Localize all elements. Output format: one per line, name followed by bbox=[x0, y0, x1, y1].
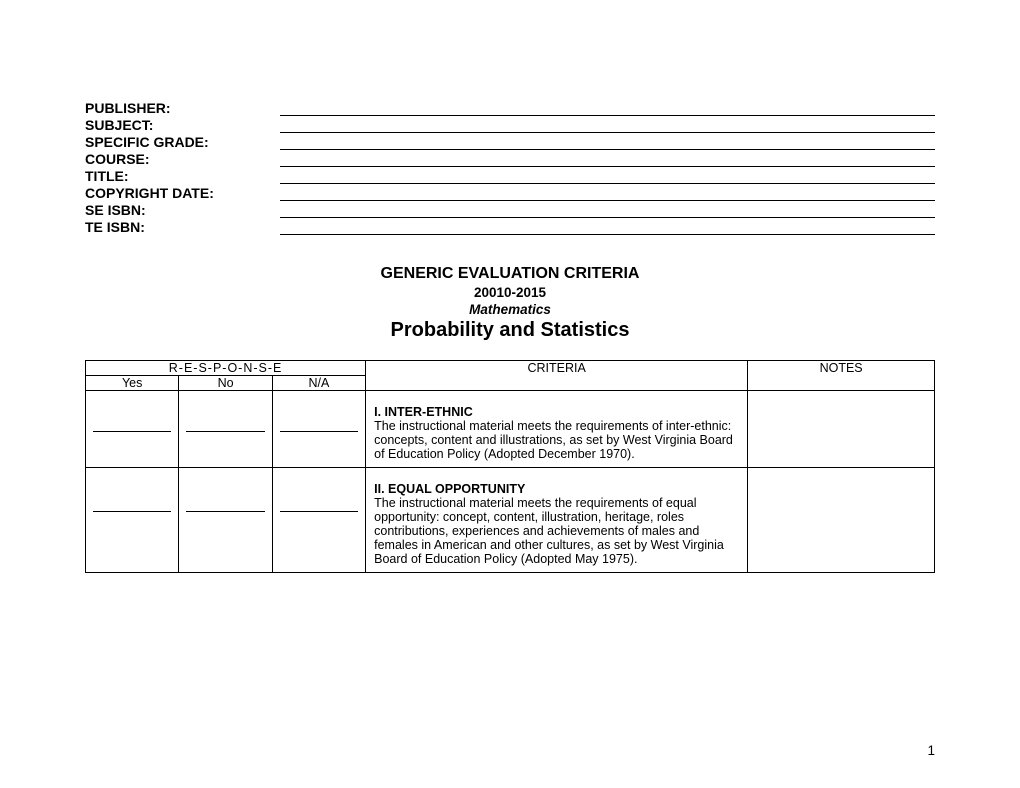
na-cell bbox=[272, 468, 365, 573]
no-cell bbox=[179, 468, 272, 573]
field-row-copyright: COPYRIGHT DATE: bbox=[85, 185, 935, 201]
field-line bbox=[280, 134, 935, 150]
col-na-header: N/A bbox=[272, 376, 365, 391]
criteria-table: R-E-S-P-O-N-S-E CRITERIA NOTES Yes No N/… bbox=[85, 360, 935, 573]
criteria-body: The instructional material meets the req… bbox=[374, 496, 739, 566]
title-main: GENERIC EVALUATION CRITERIA bbox=[85, 265, 935, 283]
field-label: SE ISBN: bbox=[85, 202, 280, 218]
field-row-title: TITLE: bbox=[85, 168, 935, 184]
notes-cell bbox=[748, 391, 935, 468]
field-line bbox=[280, 151, 935, 167]
header-fields: PUBLISHER: SUBJECT: SPECIFIC GRADE: COUR… bbox=[85, 100, 935, 235]
field-row-teisbn: TE ISBN: bbox=[85, 219, 935, 235]
col-notes-header: NOTES bbox=[748, 361, 935, 391]
field-line bbox=[280, 185, 935, 201]
field-label: SUBJECT: bbox=[85, 117, 280, 133]
criteria-cell: II. EQUAL OPPORTUNITY The instructional … bbox=[366, 468, 748, 573]
entry-line bbox=[93, 511, 172, 512]
field-line bbox=[280, 202, 935, 218]
criteria-heading: I. INTER-ETHNIC bbox=[374, 397, 739, 419]
field-line bbox=[280, 168, 935, 184]
title-subject: Mathematics bbox=[85, 302, 935, 317]
criteria-body: The instructional material meets the req… bbox=[374, 419, 739, 461]
field-row-grade: SPECIFIC GRADE: bbox=[85, 134, 935, 150]
col-criteria-header: CRITERIA bbox=[366, 361, 748, 391]
no-cell bbox=[179, 391, 272, 468]
title-section: GENERIC EVALUATION CRITERIA 20010-2015 M… bbox=[85, 265, 935, 342]
field-line bbox=[280, 100, 935, 116]
yes-cell bbox=[86, 468, 179, 573]
table-row: I. INTER-ETHNIC The instructional materi… bbox=[86, 391, 935, 468]
field-line bbox=[280, 219, 935, 235]
criteria-cell: I. INTER-ETHNIC The instructional materi… bbox=[366, 391, 748, 468]
col-no-header: No bbox=[179, 376, 272, 391]
field-label: TITLE: bbox=[85, 168, 280, 184]
field-line bbox=[280, 117, 935, 133]
entry-line bbox=[280, 511, 359, 512]
entry-line bbox=[186, 511, 265, 512]
entry-line bbox=[93, 431, 172, 432]
field-label: PUBLISHER: bbox=[85, 100, 280, 116]
entry-line bbox=[186, 431, 265, 432]
notes-cell bbox=[748, 468, 935, 573]
title-topic: Probability and Statistics bbox=[85, 319, 935, 342]
field-row-seisbn: SE ISBN: bbox=[85, 202, 935, 218]
yes-cell bbox=[86, 391, 179, 468]
col-yes-header: Yes bbox=[86, 376, 179, 391]
field-label: COPYRIGHT DATE: bbox=[85, 185, 280, 201]
table-row: II. EQUAL OPPORTUNITY The instructional … bbox=[86, 468, 935, 573]
field-row-publisher: PUBLISHER: bbox=[85, 100, 935, 116]
criteria-heading: II. EQUAL OPPORTUNITY bbox=[374, 474, 739, 496]
field-label: SPECIFIC GRADE: bbox=[85, 134, 280, 150]
response-header: R-E-S-P-O-N-S-E bbox=[86, 361, 366, 376]
field-label: COURSE: bbox=[85, 151, 280, 167]
page-number: 1 bbox=[927, 743, 935, 758]
na-cell bbox=[272, 391, 365, 468]
title-years: 20010-2015 bbox=[85, 285, 935, 300]
field-row-course: COURSE: bbox=[85, 151, 935, 167]
field-row-subject: SUBJECT: bbox=[85, 117, 935, 133]
entry-line bbox=[280, 431, 359, 432]
field-label: TE ISBN: bbox=[85, 219, 280, 235]
